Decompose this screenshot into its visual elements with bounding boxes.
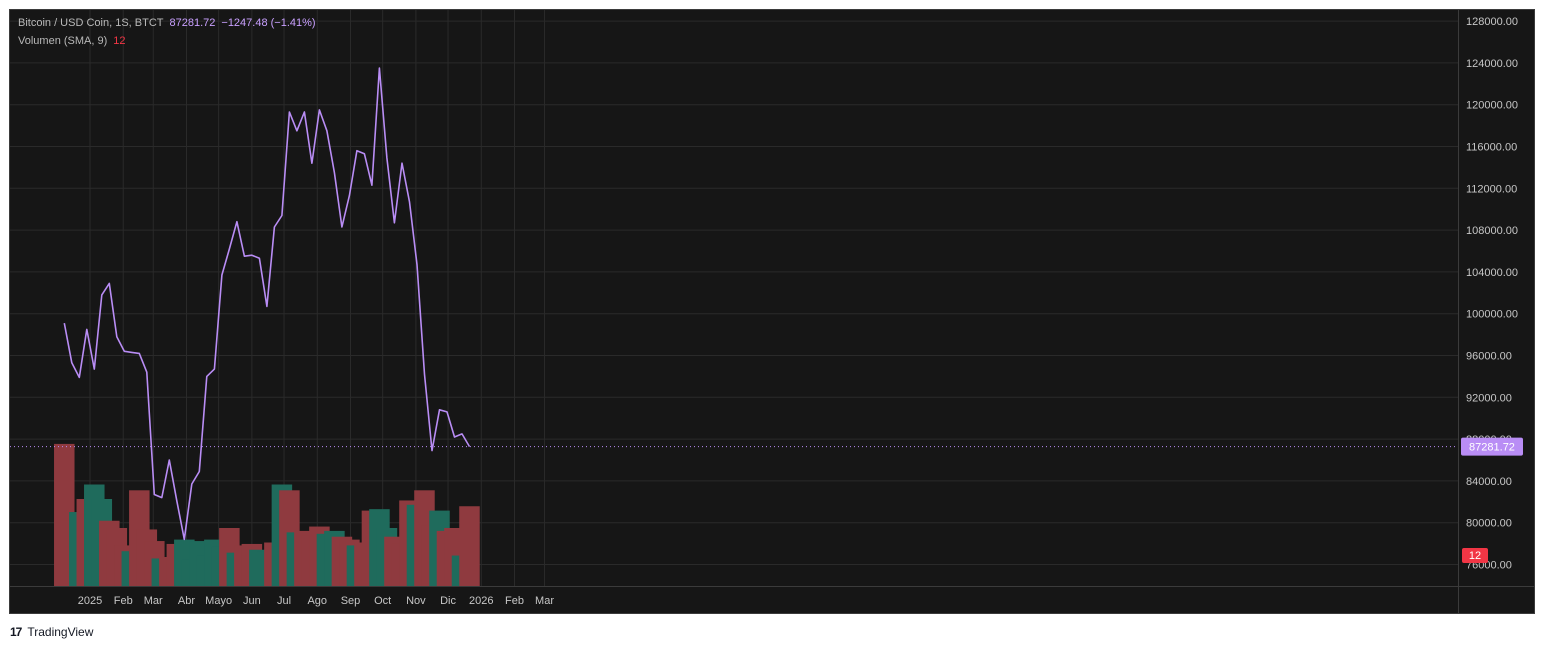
y-tick-label: 124000.00 [1466,58,1518,70]
price-line [63,67,471,541]
y-tick-label: 80000.00 [1466,518,1512,530]
legend-volume-value: 12 [113,35,126,47]
chart-frame [9,9,1535,614]
x-tick-label: Nov [406,595,426,607]
x-tick-label: 2025 [78,595,102,607]
x-tick-label: Ago [307,595,327,607]
volume-tag [1462,548,1488,563]
x-tick-label: Mar [535,595,554,607]
x-tick-label: Oct [374,595,391,607]
tradingview-brand[interactable]: TradingView [27,625,94,639]
y-tick-label: 100000.00 [1466,309,1518,321]
axes: 76000.0080000.0084000.0088000.0092000.00… [10,10,1534,613]
legend-volume-row: Volumen (SMA, 9) 12 [18,35,126,47]
grid [10,10,1458,586]
x-tick-label: 2026 [469,595,493,607]
y-tick-label: 116000.00 [1466,142,1517,154]
x-tick-label: Jun [243,595,261,607]
y-tick-label: 128000.00 [1466,16,1518,28]
volume-bars [54,443,480,586]
legend-symbol[interactable]: Bitcoin / USD Coin, 1S, BTCT [18,17,164,29]
legend-volume-label[interactable]: Volumen (SMA, 9) [18,35,108,47]
legend-symbol-row: Bitcoin / USD Coin, 1S, BTCT 87281.72 −124… [18,17,316,29]
tradingview-logo-icon[interactable]: 17 [10,625,22,639]
legend-last-price: 87281.72 [169,17,216,29]
y-tick-label: 96000.00 [1466,351,1512,363]
x-tick-label: Feb [114,595,133,607]
x-tick-label: Sep [341,595,361,607]
price-series [10,67,1458,541]
x-tick-label: Mayo [205,595,232,607]
y-tick-label: 112000.00 [1466,183,1517,195]
y-tick-label: 84000.00 [1466,476,1512,488]
x-tick-label: Mar [144,595,163,607]
volume-tag-label: 12 [1469,550,1481,562]
last-price-label: 87281.72 [1469,442,1515,454]
footer: 17 TradingView [10,624,93,640]
x-tick-label: Feb [505,595,524,607]
y-tick-label: 92000.00 [1466,392,1512,404]
legend-change: −1247.48 (−1.41%) [221,17,316,29]
y-tick-label: 108000.00 [1466,225,1518,237]
y-tick-label: 104000.00 [1466,267,1518,279]
x-tick-label: Abr [178,595,195,607]
x-tick-label: Jul [277,595,291,607]
y-tick-label: 120000.00 [1466,100,1518,112]
last-price-tag [1461,437,1523,456]
volume-bar [459,506,480,586]
x-tick-label: Dic [440,595,456,607]
